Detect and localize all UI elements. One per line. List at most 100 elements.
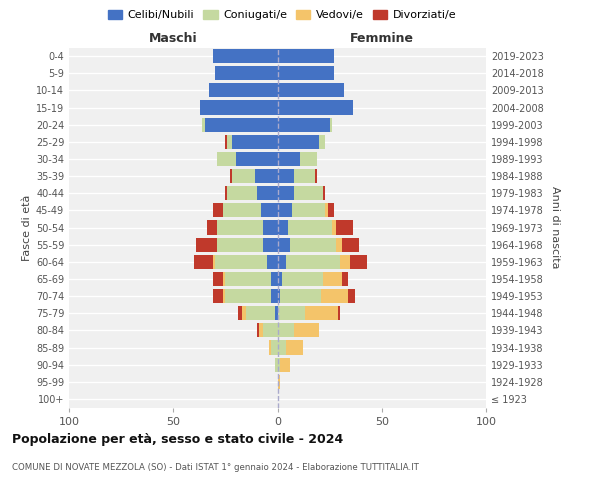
Bar (277, 186, 294, 200)
Bar (277, 358, 280, 372)
Bar (349, 289, 355, 303)
Y-axis label: Fasce di età: Fasce di età (22, 194, 32, 260)
Bar (205, 118, 277, 132)
Bar (194, 255, 213, 269)
Bar (213, 255, 215, 269)
Bar (257, 186, 277, 200)
Bar (319, 135, 325, 149)
Bar (292, 204, 325, 218)
Bar (196, 238, 217, 252)
Bar (277, 289, 280, 303)
Bar (246, 306, 275, 320)
Bar (286, 340, 302, 354)
Bar (342, 238, 359, 252)
Bar (275, 306, 277, 320)
Bar (230, 169, 232, 183)
Bar (269, 340, 271, 354)
Bar (263, 238, 277, 252)
Bar (277, 169, 294, 183)
Bar (213, 49, 277, 63)
Bar (226, 289, 271, 303)
Bar (263, 220, 277, 234)
Bar (325, 204, 328, 218)
Bar (271, 340, 277, 354)
Bar (267, 255, 277, 269)
Bar (226, 186, 227, 200)
Bar (277, 152, 301, 166)
Y-axis label: Anni di nascita: Anni di nascita (550, 186, 560, 269)
Bar (209, 84, 277, 98)
Text: COMUNE DI NOVATE MEZZOLA (SO) - Dati ISTAT 1° gennaio 2024 - Elaborazione TUTTIT: COMUNE DI NOVATE MEZZOLA (SO) - Dati IST… (12, 463, 419, 472)
Bar (213, 204, 223, 218)
Bar (294, 186, 323, 200)
Bar (323, 272, 342, 286)
Bar (323, 186, 325, 200)
Bar (213, 272, 223, 286)
Bar (223, 204, 261, 218)
Bar (277, 255, 286, 269)
Bar (236, 152, 277, 166)
Bar (277, 100, 353, 114)
Bar (223, 272, 226, 286)
Bar (213, 289, 223, 303)
Bar (328, 204, 334, 218)
Bar (226, 135, 227, 149)
Bar (226, 272, 271, 286)
Bar (294, 169, 315, 183)
Bar (321, 289, 349, 303)
Bar (217, 238, 263, 252)
Bar (215, 255, 267, 269)
Bar (277, 84, 344, 98)
Bar (232, 135, 277, 149)
Bar (338, 306, 340, 320)
Bar (288, 220, 332, 234)
Bar (206, 220, 217, 234)
Bar (232, 169, 254, 183)
Bar (217, 152, 236, 166)
Bar (254, 169, 277, 183)
Bar (263, 324, 277, 338)
Bar (277, 118, 329, 132)
Bar (342, 272, 349, 286)
Bar (301, 152, 317, 166)
Bar (271, 272, 277, 286)
Bar (336, 220, 353, 234)
Bar (277, 49, 334, 63)
Bar (242, 306, 246, 320)
Bar (350, 255, 367, 269)
Bar (259, 324, 263, 338)
Bar (227, 135, 232, 149)
Bar (223, 289, 226, 303)
Bar (315, 169, 317, 183)
Bar (332, 220, 336, 234)
Bar (281, 272, 323, 286)
Bar (290, 238, 336, 252)
Bar (261, 204, 277, 218)
Bar (305, 306, 338, 320)
Bar (280, 289, 321, 303)
Text: Popolazione per età, sesso e stato civile - 2024: Popolazione per età, sesso e stato civil… (12, 432, 343, 446)
Bar (277, 66, 334, 80)
Bar (215, 66, 277, 80)
Bar (280, 358, 290, 372)
Bar (217, 220, 263, 234)
Text: Femmine: Femmine (350, 32, 414, 45)
Bar (277, 204, 292, 218)
Bar (275, 358, 277, 372)
Bar (200, 100, 277, 114)
Text: Maschi: Maschi (149, 32, 197, 45)
Bar (336, 238, 342, 252)
Bar (329, 118, 332, 132)
Bar (277, 306, 305, 320)
Bar (271, 289, 277, 303)
Bar (238, 306, 242, 320)
Bar (277, 238, 290, 252)
Bar (277, 220, 288, 234)
Bar (340, 255, 350, 269)
Bar (202, 118, 205, 132)
Bar (277, 272, 281, 286)
Bar (286, 255, 340, 269)
Bar (294, 324, 319, 338)
Legend: Celibi/Nubili, Coniugati/e, Vedovi/e, Divorziati/e: Celibi/Nubili, Coniugati/e, Vedovi/e, Di… (103, 6, 461, 25)
Bar (277, 340, 286, 354)
